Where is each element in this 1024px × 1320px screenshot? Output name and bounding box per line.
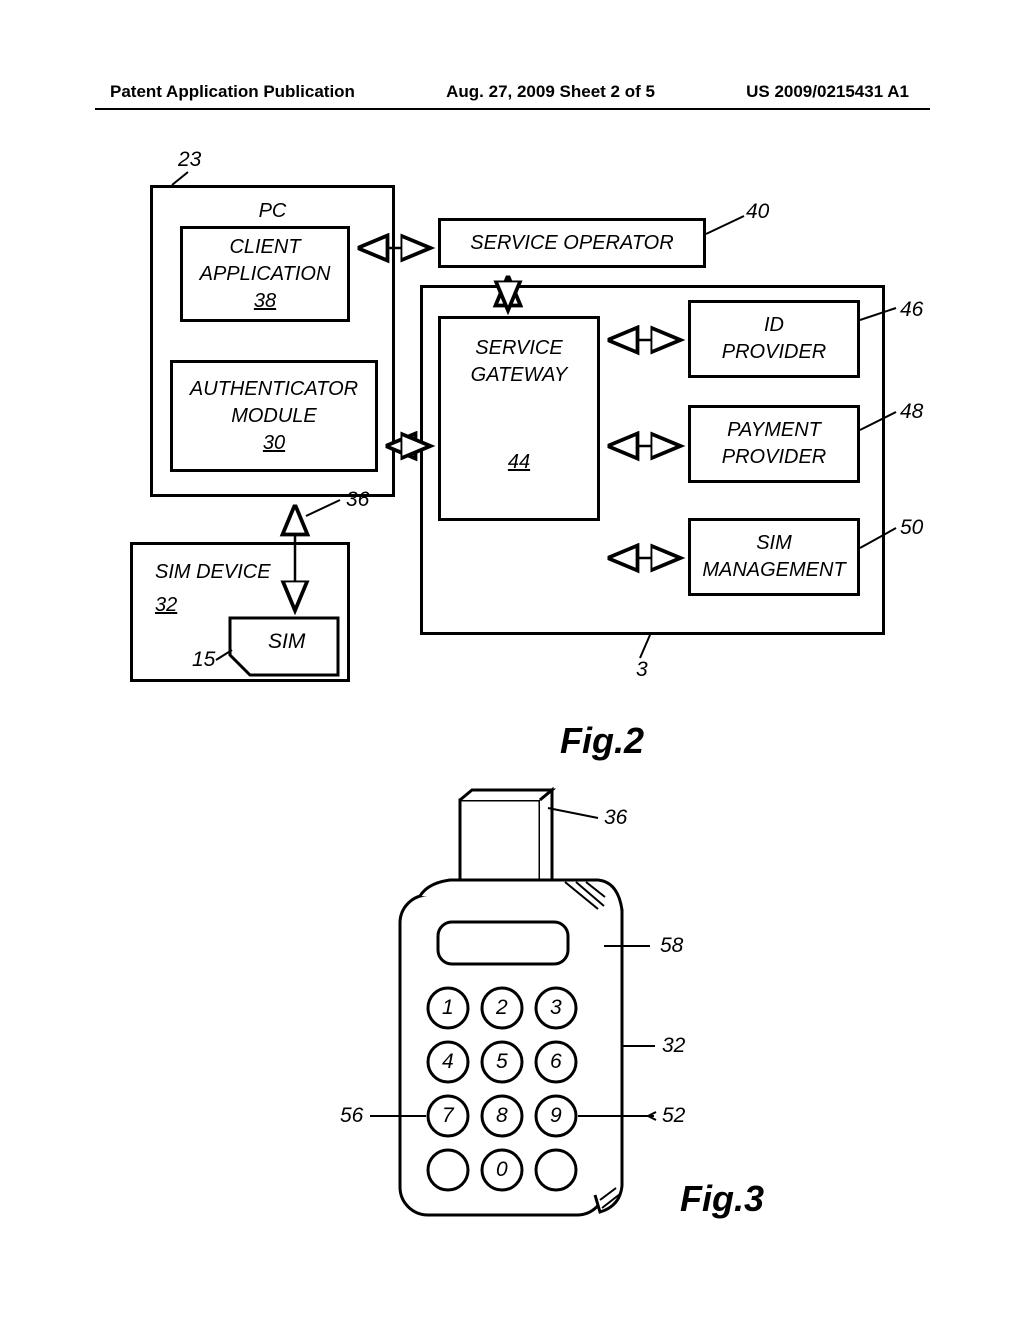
auth-module-title: AUTHENTICATOR MODULE — [190, 376, 358, 430]
fig2-label: Fig.2 — [560, 720, 644, 762]
key-3: 3 — [550, 996, 562, 1020]
header-right: US 2009/0215431 A1 — [746, 82, 909, 102]
page-header: Patent Application Publication Aug. 27, … — [0, 82, 1024, 102]
pc-title: PC — [259, 198, 287, 225]
ref-46: 46 — [900, 298, 923, 322]
ref-58: 58 — [660, 934, 683, 958]
key-5: 5 — [496, 1050, 508, 1074]
ref-32-fig3: 32 — [662, 1034, 685, 1058]
service-operator-box: SERVICE OPERATOR — [438, 218, 706, 268]
header-left: Patent Application Publication — [110, 82, 355, 102]
fig3-label: Fig.3 — [680, 1178, 764, 1220]
key-2: 2 — [496, 996, 508, 1020]
ref-36-fig2: 36 — [346, 488, 369, 512]
client-app-ref: 38 — [254, 288, 276, 315]
header-divider — [95, 108, 930, 110]
payment-provider-box: PAYMENT PROVIDER — [688, 405, 860, 483]
key-7: 7 — [442, 1104, 454, 1128]
key-0: 0 — [496, 1158, 508, 1182]
service-gateway-title: SERVICE GATEWAY — [471, 335, 568, 389]
sim-device-box: SIM DEVICE 32 — [130, 542, 350, 682]
ref-50: 50 — [900, 516, 923, 540]
sim-title: SIM — [268, 630, 305, 654]
sim-device-ref: 32 — [155, 592, 177, 619]
client-app-title: CLIENT APPLICATION — [200, 234, 331, 288]
key-1: 1 — [442, 996, 454, 1020]
service-gateway-ref: 44 — [508, 449, 530, 476]
service-gateway-box: SERVICE GATEWAY 44 — [438, 316, 600, 521]
id-provider-title: ID PROVIDER — [722, 312, 826, 366]
key-6: 6 — [550, 1050, 562, 1074]
ref-40: 40 — [746, 200, 769, 224]
authenticator-module-box: AUTHENTICATOR MODULE 30 — [170, 360, 378, 472]
ref-52: 52 — [662, 1104, 685, 1128]
ref-15: 15 — [192, 648, 215, 672]
header-center: Aug. 27, 2009 Sheet 2 of 5 — [446, 82, 655, 102]
ref-56: 56 — [340, 1104, 363, 1128]
key-8: 8 — [496, 1104, 508, 1128]
client-application-box: CLIENT APPLICATION 38 — [180, 226, 350, 322]
sim-management-box: SIM MANAGEMENT — [688, 518, 860, 596]
ref-3: 3 — [636, 658, 648, 682]
payment-provider-title: PAYMENT PROVIDER — [722, 417, 826, 471]
key-4: 4 — [442, 1050, 454, 1074]
ref-36-fig3: 36 — [604, 806, 627, 830]
sim-device-title: SIM DEVICE — [155, 559, 271, 586]
ref-23: 23 — [178, 148, 201, 172]
id-provider-box: ID PROVIDER — [688, 300, 860, 378]
service-operator-title: SERVICE OPERATOR — [470, 230, 673, 257]
auth-module-ref: 30 — [263, 430, 285, 457]
key-9: 9 — [550, 1104, 562, 1128]
ref-48: 48 — [900, 400, 923, 424]
sim-management-title: SIM MANAGEMENT — [702, 530, 845, 584]
